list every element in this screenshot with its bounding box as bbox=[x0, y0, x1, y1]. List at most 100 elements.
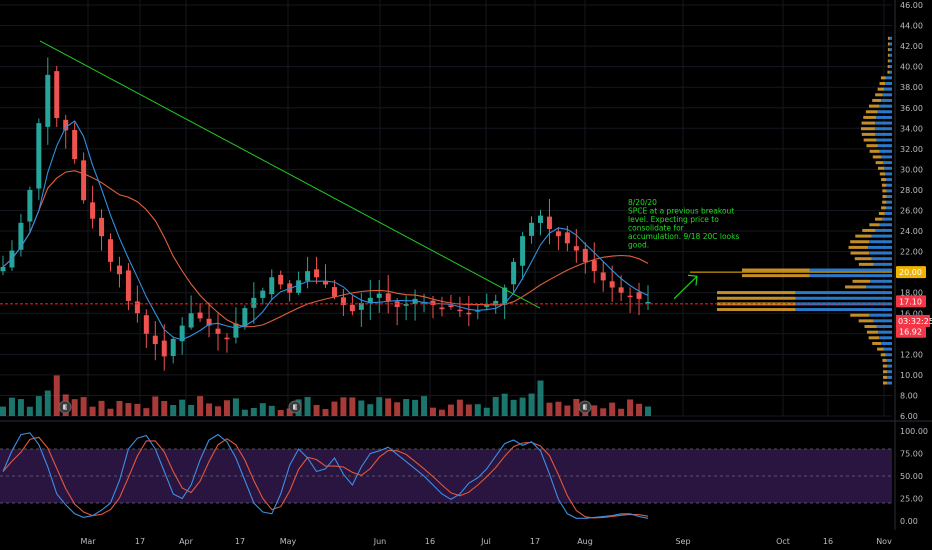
vp-row-up bbox=[885, 172, 892, 176]
volume-bar bbox=[170, 404, 177, 416]
volume-bar bbox=[501, 393, 508, 416]
volume-bar bbox=[447, 404, 454, 416]
vp-row-up bbox=[809, 268, 892, 272]
price-tick-label: 38.00 bbox=[900, 83, 923, 92]
candle-body bbox=[645, 301, 651, 304]
vp-row-down bbox=[875, 93, 883, 97]
candle-body bbox=[331, 287, 337, 297]
vp-row-down bbox=[887, 42, 890, 46]
vp-row-down bbox=[850, 240, 870, 244]
volume-bar bbox=[161, 401, 168, 416]
vp-row-down bbox=[878, 166, 885, 170]
volume-bar bbox=[636, 403, 643, 416]
vp-row-down bbox=[855, 234, 872, 238]
vp-row-up bbox=[876, 115, 892, 119]
volume-bar bbox=[322, 409, 329, 416]
vp-row-up bbox=[889, 42, 892, 46]
vp-row-down bbox=[866, 330, 879, 334]
candle-body bbox=[206, 318, 212, 326]
price-tick-label: 18.00 bbox=[900, 289, 923, 298]
vp-row-up bbox=[889, 36, 892, 40]
candle-body bbox=[99, 217, 105, 237]
vp-row-down bbox=[877, 87, 885, 91]
volume-bar bbox=[304, 396, 311, 416]
price-tick-label: 28.00 bbox=[900, 186, 923, 195]
vp-row-up bbox=[889, 70, 892, 74]
candle-body bbox=[72, 129, 78, 160]
vp-row-down bbox=[717, 291, 796, 295]
candle-body bbox=[305, 271, 311, 281]
vp-row-down bbox=[879, 82, 886, 86]
price-tick-label: 44.00 bbox=[900, 22, 923, 31]
volume-bar bbox=[268, 405, 275, 416]
earnings-label: E bbox=[583, 404, 588, 412]
vp-row-up bbox=[873, 262, 892, 266]
volume-bar bbox=[286, 408, 293, 416]
vp-row-up bbox=[879, 223, 892, 227]
candle-body bbox=[27, 189, 33, 222]
price-tick-label: 22.00 bbox=[900, 248, 923, 257]
volume-bar bbox=[358, 400, 365, 416]
price-tick-label: 8.00 bbox=[900, 391, 918, 400]
vp-row-up bbox=[809, 274, 892, 278]
vp-row-up bbox=[882, 93, 892, 97]
volume-bar bbox=[438, 409, 445, 416]
time-tick-label: Nov bbox=[876, 537, 892, 546]
note-line-1: 8/20/20 bbox=[628, 198, 657, 207]
volume-bar bbox=[510, 399, 517, 416]
note-line-5: accumulation. 9/18 20C looks bbox=[628, 232, 739, 241]
downtrend-line[interactable] bbox=[39, 40, 541, 309]
time-tick-label: 16 bbox=[823, 537, 833, 546]
volume-bar bbox=[134, 403, 141, 416]
vp-row-up bbox=[887, 375, 892, 379]
vp-row-up bbox=[877, 144, 892, 148]
vp-row-up bbox=[889, 59, 892, 63]
volume-bar bbox=[349, 397, 356, 416]
stochastic-axis: 100.00 75.00 50.00 25.00 0.00 bbox=[900, 427, 928, 526]
volume-bar bbox=[8, 397, 15, 416]
vp-row-up bbox=[875, 228, 892, 232]
vp-row-up bbox=[876, 325, 892, 329]
volume-bar bbox=[259, 403, 266, 416]
candle-body bbox=[0, 267, 6, 272]
vp-row-up bbox=[874, 127, 892, 131]
vp-row-down bbox=[872, 155, 882, 159]
time-tick-label: Aug bbox=[577, 537, 593, 546]
volume-bar bbox=[223, 400, 230, 416]
countdown-tag-bg bbox=[896, 314, 930, 327]
candle-body bbox=[269, 277, 275, 295]
vp-row-down bbox=[858, 262, 874, 266]
vp-row-down bbox=[717, 308, 796, 312]
volume-bar bbox=[367, 404, 374, 416]
candle-body bbox=[457, 309, 463, 312]
candle-body bbox=[134, 301, 140, 314]
vp-row-up bbox=[875, 132, 892, 136]
stoch-tick-label: 75.00 bbox=[900, 450, 923, 459]
candle-body bbox=[582, 248, 588, 262]
volume-bar bbox=[232, 398, 239, 416]
earnings-icon bbox=[58, 400, 72, 414]
volume-bar bbox=[89, 406, 96, 416]
vp-row-down bbox=[861, 127, 875, 131]
vp-row-down bbox=[880, 76, 886, 80]
vp-row-up bbox=[871, 257, 892, 261]
volume-bar bbox=[394, 402, 401, 416]
volume-bar bbox=[313, 404, 320, 416]
vp-row-down bbox=[717, 296, 796, 300]
vp-row-down bbox=[854, 257, 872, 261]
last-price-tag-bg bbox=[896, 295, 926, 308]
vp-row-down bbox=[882, 195, 887, 199]
vp-row-up bbox=[886, 195, 892, 199]
vp-row-up bbox=[795, 291, 892, 295]
candle-body bbox=[197, 312, 203, 319]
stoch-tick-label: 50.00 bbox=[900, 472, 923, 481]
price-tick-label: 16.00 bbox=[900, 309, 923, 318]
candle-body bbox=[45, 74, 51, 127]
candle-body bbox=[152, 335, 158, 345]
volume-bar bbox=[555, 401, 562, 416]
vp-row-down bbox=[872, 341, 882, 345]
volume-bar bbox=[465, 404, 472, 416]
volume-bar bbox=[430, 407, 436, 416]
